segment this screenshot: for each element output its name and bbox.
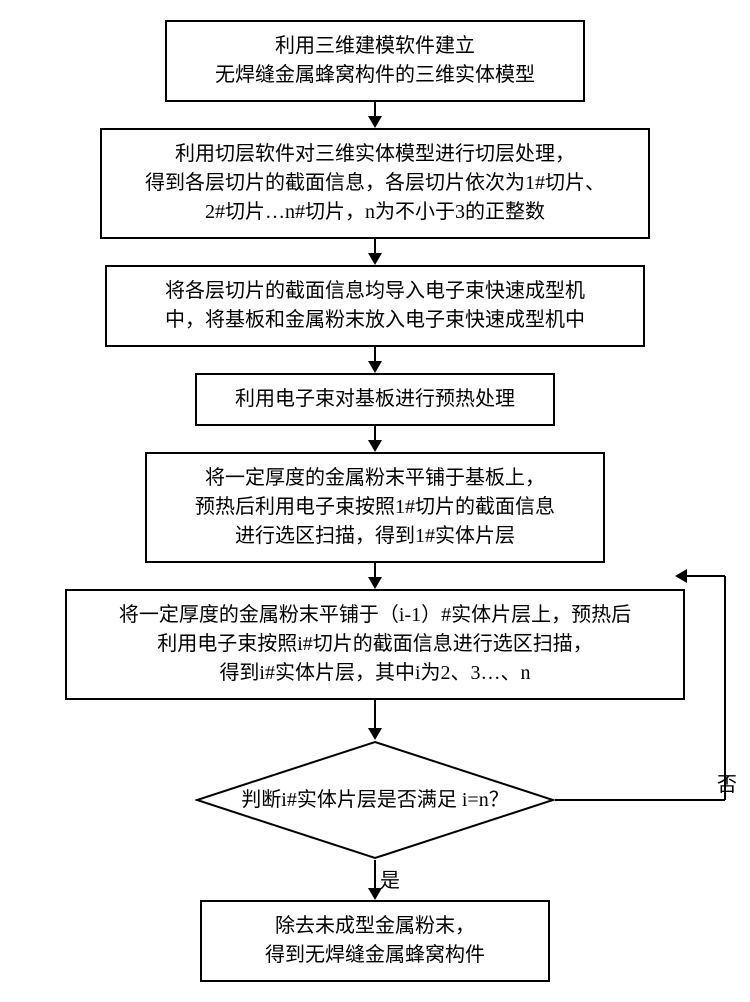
step-2-box: 利用切层软件对三维实体模型进行切层处理， 得到各层切片的截面信息，各层切片依次为…	[100, 128, 650, 239]
step-3-box: 将各层切片的截面信息均导入电子束快速成型机 中，将基板和金属粉末放入电子束快速成…	[105, 265, 645, 347]
step-6-box: 将一定厚度的金属粉末平铺于（i-1）#实体片层上，预热后 利用电子束按照i#切片…	[65, 589, 685, 700]
arrow-yes: 是	[368, 860, 382, 900]
arrow-5	[368, 563, 382, 589]
arrow-2	[368, 239, 382, 265]
step-end-box: 除去未成型金属粉末， 得到无焊缝金属蜂窝构件	[200, 900, 550, 982]
step-4-box: 利用电子束对基板进行预热处理	[195, 373, 555, 426]
decision-diamond: 判断i#实体片层是否满足 i=n？	[195, 740, 555, 860]
arrow-3	[368, 347, 382, 373]
arrow-4	[368, 426, 382, 452]
step-1-box: 利用三维建模软件建立 无焊缝金属蜂窝构件的三维实体模型	[165, 20, 585, 102]
decision-text: 判断i#实体片层是否满足 i=n？	[195, 740, 555, 860]
yes-label: 是	[380, 864, 400, 893]
arrow-6	[368, 700, 382, 740]
arrow-1	[368, 102, 382, 128]
no-label: 否	[717, 768, 737, 797]
step-5-box: 将一定厚度的金属粉末平铺于基板上， 预热后利用电子束按照1#切片的截面信息 进行…	[145, 452, 605, 563]
flowchart-container: 利用三维建模软件建立 无焊缝金属蜂窝构件的三维实体模型 利用切层软件对三维实体模…	[65, 20, 685, 982]
